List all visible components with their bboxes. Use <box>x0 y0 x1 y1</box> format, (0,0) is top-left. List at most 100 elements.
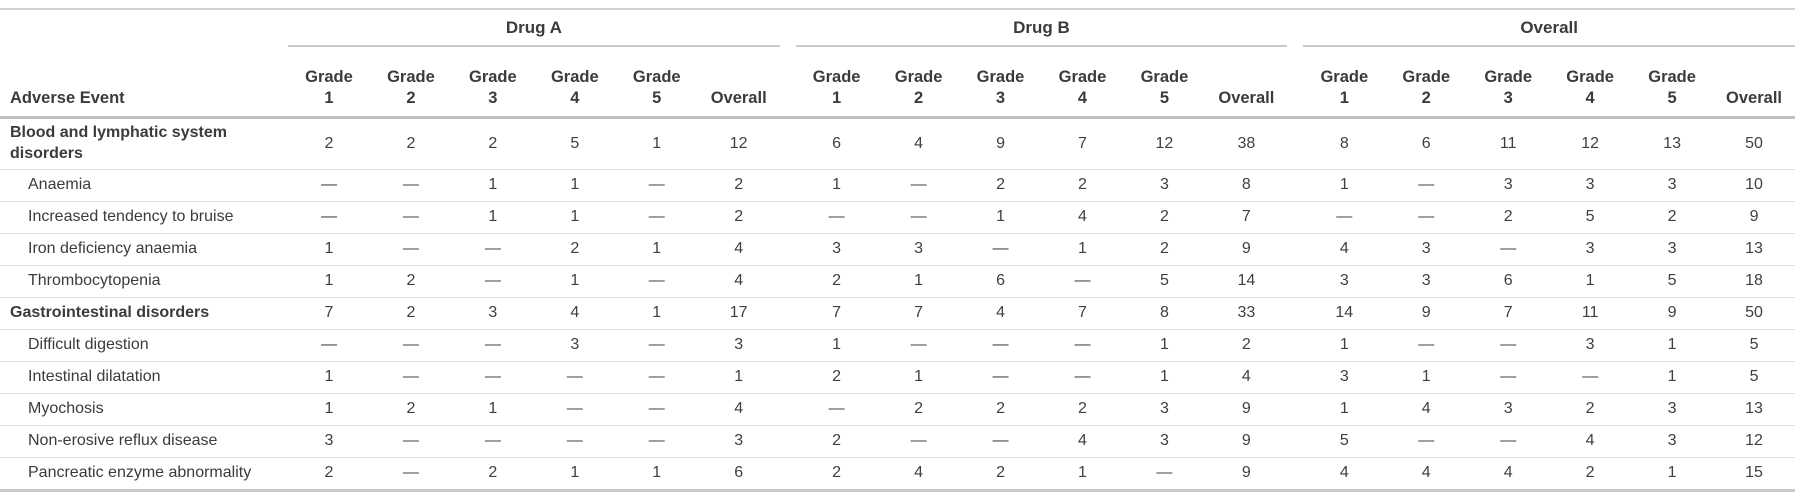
table-cell: 1 <box>1339 336 1349 354</box>
row-label: Iron deficiency anaemia <box>28 239 197 257</box>
table-row: Pancreatic enzyme abnormality 2 — 2 1 1 6 2 4 2 1 —… <box>0 456 1795 489</box>
table-cell: 2 <box>324 464 334 482</box>
column-header-word: Grade <box>976 67 1025 86</box>
table-cell: 2 <box>1503 208 1513 226</box>
table-cell: — <box>320 176 337 194</box>
table-cell: 1 <box>914 368 924 386</box>
group-header-drug-a: Drug A <box>288 10 780 47</box>
table-cell: 14 <box>1335 304 1354 322</box>
row-label: Difficult digestion <box>28 335 149 353</box>
column-header-value: 1 <box>324 88 334 107</box>
column-header-overall-5: Grade 5 <box>1631 47 1713 116</box>
table-cell: 4 <box>1339 464 1349 482</box>
table-cell: 8 <box>1241 176 1251 194</box>
column-header-value: Overall <box>710 88 767 107</box>
column-header-drug-b-5: Grade 5 <box>1123 47 1205 116</box>
column-header-value: 2 <box>913 88 924 107</box>
table-cell: — <box>648 208 665 226</box>
column-header-drug-b-2: Grade 2 <box>878 47 960 116</box>
table-cell: 4 <box>1421 400 1431 418</box>
table-cell: — <box>828 208 845 226</box>
adverse-event-column-header: Adverse Event <box>10 88 125 107</box>
table-row: Iron deficiency anaemia 1 — — 2 1 4 3 3 — 1 2 9 4 3 — 3 3… <box>0 232 1795 265</box>
column-header-overall-3: Grade 3 <box>1467 47 1549 116</box>
column-header-value: 5 <box>1159 88 1169 107</box>
table-cell: — <box>1418 336 1435 354</box>
table-row: Blood and lymphatic system disorders 2 2 2 5… <box>0 119 1795 169</box>
table-cell: 2 <box>1078 400 1087 418</box>
table-cell: 2 <box>1585 400 1595 418</box>
column-header-value: 5 <box>652 88 662 107</box>
table-row: Anaemia — — 1 1 — 2 1 — 2 2 3 8 1 — 3 3 3 10 <box>0 168 1795 201</box>
table-cell: 3 <box>570 336 580 354</box>
table-cell: 15 <box>1745 464 1763 482</box>
table-cell: — <box>1582 368 1599 386</box>
column-header-drug-b-1: Grade 1 <box>796 47 878 116</box>
table-row: Non-erosive reflux disease 3 — — — — 3 2 — — 4 3 9 5 —… <box>0 424 1795 457</box>
column-header-row: Adverse Event Grade 1 Grade 2 Grade 3 Grade 4 Gr… <box>0 47 1795 119</box>
table-cell: 4 <box>734 240 744 258</box>
table-cell: 5 <box>570 134 580 152</box>
table-cell: — <box>992 432 1009 450</box>
table-cell: — <box>992 336 1009 354</box>
table-cell: 4 <box>1078 432 1087 450</box>
table-cell: — <box>992 368 1009 386</box>
table-cell: 5 <box>1159 272 1169 290</box>
table-row: Increased tendency to bruise — — 1 1 — 2 — — 1 4 2 7… <box>0 200 1795 233</box>
column-header-value: 4 <box>570 88 580 107</box>
column-header-drug-a-1: Grade 1 <box>288 47 370 116</box>
table-cell: 3 <box>1503 400 1513 418</box>
table-cell: 3 <box>1339 368 1349 386</box>
table-cell: 7 <box>914 304 924 322</box>
table-cell: — <box>566 400 583 418</box>
table-row: Gastrointestinal disorders 7 2 3 4 1 17 7 7 4 7 8 33… <box>0 296 1795 329</box>
column-header-word: Grade <box>1320 67 1369 86</box>
row-label: Blood and lymphatic system disorders <box>10 124 227 162</box>
table-cell: 3 <box>1503 176 1513 194</box>
table-cell: 7 <box>1078 134 1087 152</box>
table-cell: 12 <box>729 134 748 152</box>
group-header-row: Drug A Drug B Overall <box>0 10 1795 47</box>
group-label-drug-b: Drug B <box>1013 18 1070 37</box>
column-header-value: 3 <box>995 88 1006 107</box>
column-header-word: Grade <box>1566 67 1614 86</box>
table-cell: — <box>1074 368 1091 386</box>
table-cell: — <box>402 464 419 482</box>
column-gap <box>780 10 796 47</box>
table-cell: 2 <box>406 304 416 322</box>
table-cell: — <box>1500 432 1517 450</box>
table-cell: 4 <box>996 304 1005 322</box>
table-cell: 4 <box>1339 240 1349 258</box>
table-cell: — <box>484 432 501 450</box>
table-row: Difficult digestion — — — 3 — 3 1 — — — 1 2 1 — — 3 1 5 <box>0 328 1795 361</box>
column-header-overall-2: Grade 2 <box>1385 47 1467 116</box>
table-cell: 12 <box>1155 134 1174 152</box>
table-cell: 2 <box>1159 208 1169 226</box>
table-cell: — <box>320 208 337 226</box>
table-cell: 14 <box>1237 272 1256 290</box>
table-cell: 12 <box>1745 432 1763 450</box>
column-header-overall-4: Grade 4 <box>1549 47 1631 116</box>
column-header-drug-a-3: Grade 3 <box>452 47 534 116</box>
table-cell: 3 <box>734 432 744 450</box>
table-cell: 3 <box>1339 272 1349 290</box>
table-cell: — <box>566 368 583 386</box>
table-cell: 1 <box>324 272 334 290</box>
table-cell: 2 <box>914 400 924 418</box>
table-cell: 3 <box>1667 240 1677 258</box>
column-header-word: Grade <box>812 67 861 86</box>
table-cell: 3 <box>1585 240 1595 258</box>
row-label: Anaemia <box>28 175 92 193</box>
column-header-word: Grade <box>1648 67 1696 86</box>
group-header-spacer <box>0 10 288 47</box>
table-cell: — <box>402 432 419 450</box>
table-cell: 1 <box>832 176 842 194</box>
table-cell: — <box>828 400 845 418</box>
column-header-drug-a-5: Grade 5 <box>616 47 698 116</box>
table-cell: 7 <box>1503 304 1513 322</box>
table-cell: 1 <box>324 400 334 418</box>
column-header-value: 4 <box>1585 88 1595 107</box>
table-body: Blood and lymphatic system disorders 2 2 2 5… <box>0 119 1795 489</box>
table-cell: 2 <box>570 240 580 258</box>
table-cell: — <box>566 432 583 450</box>
